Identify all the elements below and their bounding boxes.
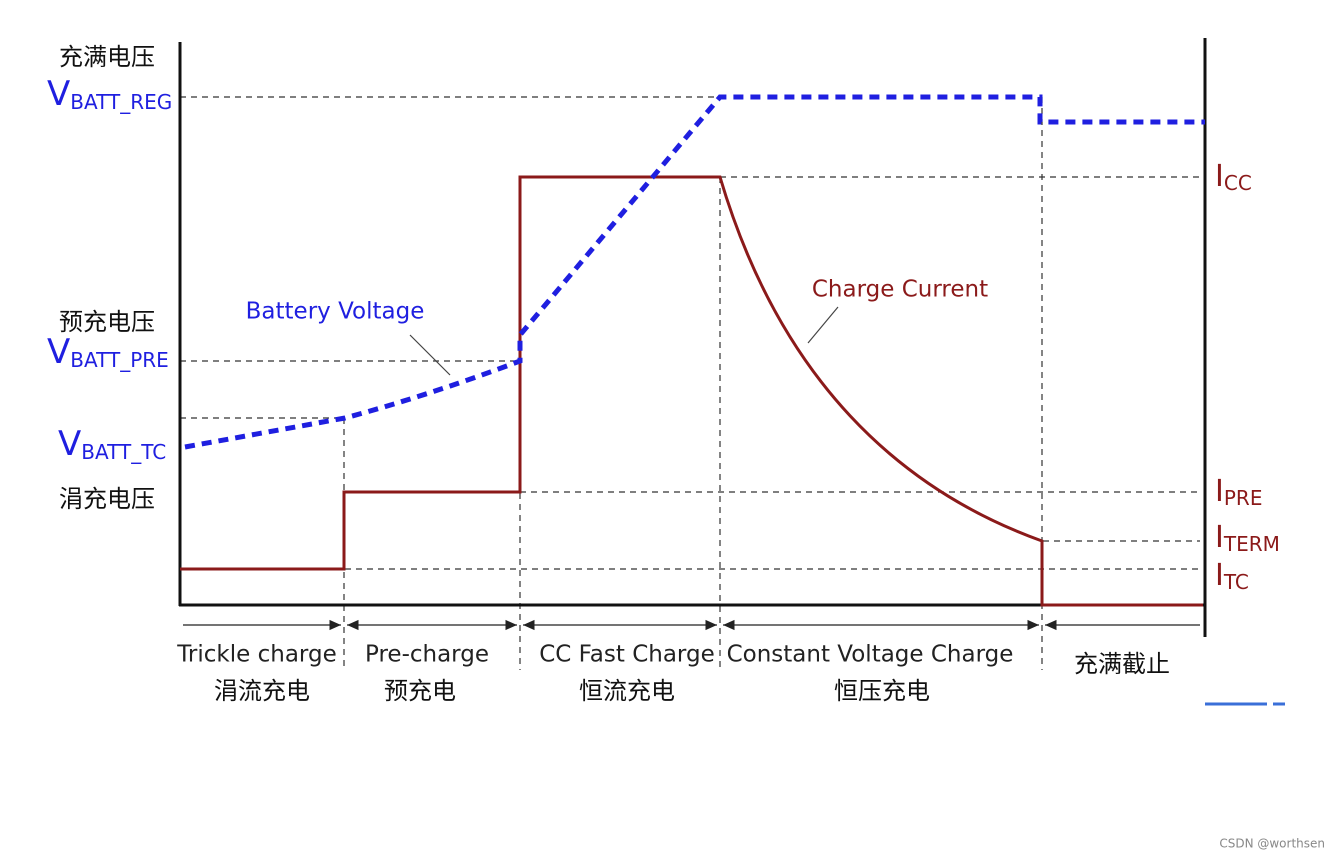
itc-label: ITC xyxy=(1215,558,1249,594)
phase-label: Trickle charge xyxy=(176,642,336,668)
iterm-label: ITERM xyxy=(1215,520,1280,556)
charge-current-curve xyxy=(180,175,1203,607)
label-part: I xyxy=(1215,474,1224,509)
label-part: I xyxy=(1215,520,1224,555)
label-part: V xyxy=(47,332,70,372)
axes xyxy=(178,38,1207,637)
phase-label: Pre-charge xyxy=(365,642,489,668)
phase-label: 预充电 xyxy=(384,677,456,705)
label-part: PRE xyxy=(1224,486,1263,510)
tc-voltage-cn: 涓充电压 xyxy=(59,485,155,513)
phase-label: 恒流充电 xyxy=(579,677,675,705)
phase-label: 充满截止 xyxy=(1074,650,1170,678)
icc-label: ICC xyxy=(1215,159,1252,195)
phase-label: Constant Voltage Charge xyxy=(727,642,1014,668)
reg-voltage-symbol: VBATT_REG xyxy=(47,74,172,114)
reg-voltage-cn: 充满电压 xyxy=(59,43,155,71)
label-part: TERM xyxy=(1223,532,1280,556)
label-part: I xyxy=(1215,558,1224,593)
tc-voltage-symbol: VBATT_TC xyxy=(58,424,166,464)
label-part: TC xyxy=(1223,570,1249,594)
leader-line xyxy=(807,306,839,344)
leader-line xyxy=(409,334,451,376)
label-part: V xyxy=(58,424,81,464)
battery-voltage-curve xyxy=(184,94,1205,450)
phase-label: 涓流充电 xyxy=(214,677,310,705)
label-part: BATT_PRE xyxy=(70,348,169,372)
voltage-label: Battery Voltage xyxy=(246,299,425,325)
label-part: BATT_REG xyxy=(70,90,172,114)
pre-voltage-cn: 预充电压 xyxy=(59,308,155,336)
phase-label: 恒压充电 xyxy=(834,677,930,705)
label-part: CC xyxy=(1224,171,1252,195)
guides xyxy=(180,96,1200,670)
label-part: BATT_TC xyxy=(81,440,166,464)
label-part: V xyxy=(47,74,70,114)
pre-voltage-symbol: VBATT_PRE xyxy=(47,332,169,372)
label-part: I xyxy=(1215,159,1224,194)
phase-label: CC Fast Charge xyxy=(539,642,715,668)
current-label: Charge Current xyxy=(812,277,988,303)
watermark: CSDN @worthsen xyxy=(1219,837,1325,851)
ipre-label: IPRE xyxy=(1215,474,1262,510)
